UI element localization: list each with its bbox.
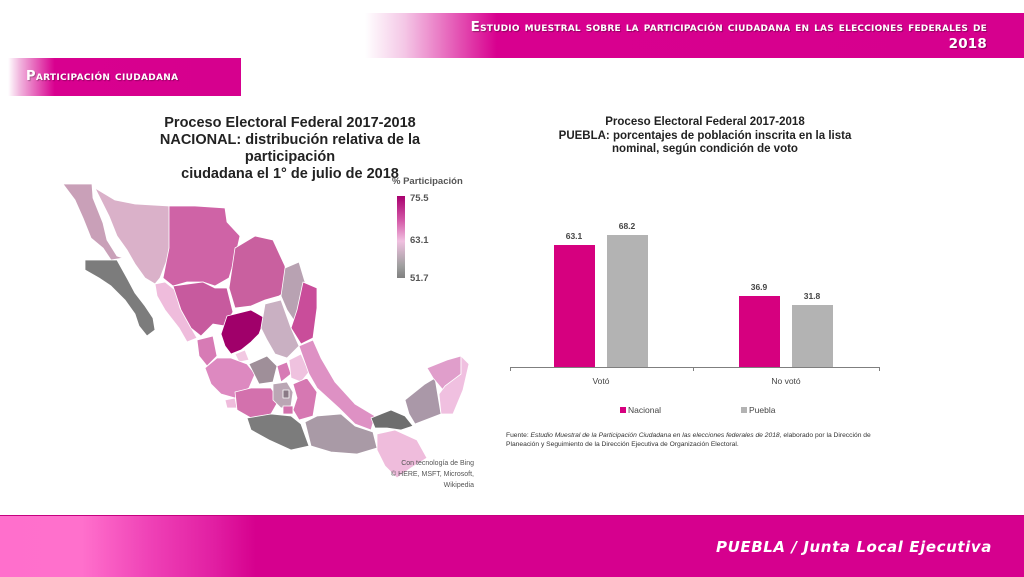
legend-label-nacional: Nacional bbox=[628, 405, 662, 415]
state-aguascalientes bbox=[234, 349, 250, 363]
bar-value-label: 36.9 bbox=[750, 282, 768, 292]
state-queretaro bbox=[276, 361, 292, 383]
map-title: Proceso Electoral Federal 2017-2018 NACI… bbox=[120, 115, 460, 183]
bar-nacional-voto bbox=[554, 245, 595, 367]
chart-title-line-3: nominal, según condición de voto bbox=[612, 143, 798, 155]
state-colima bbox=[224, 397, 238, 409]
map-credits: Con tecnología de Bing © HERE, MSFT, Mic… bbox=[362, 458, 474, 491]
state-nayarit bbox=[196, 335, 218, 367]
x-axis bbox=[510, 367, 880, 368]
chart-title-line-2: PUEBLA: porcentajes de población inscrit… bbox=[558, 129, 852, 142]
x-axis-tick bbox=[510, 368, 511, 371]
chart-title: Proceso Electoral Federal 2017-2018 PUEB… bbox=[530, 116, 880, 157]
source-title: Estudio Muestral de la Participación Ciu… bbox=[530, 432, 782, 439]
state-morelos bbox=[282, 405, 294, 415]
bar-puebla-no-voto bbox=[792, 305, 833, 367]
state-zacatecas bbox=[220, 309, 266, 355]
state-tabasco bbox=[370, 409, 414, 431]
map-title-line-1: Proceso Electoral Federal 2017-2018 bbox=[164, 115, 416, 131]
source-note: Fuente: Estudio Muestral de la Participa… bbox=[506, 431, 896, 449]
legend-item-puebla: Puebla bbox=[741, 405, 775, 415]
state-cdmx bbox=[282, 389, 290, 399]
map-legend-title: % Participación bbox=[392, 176, 463, 187]
bing-credit: Con tecnología de Bing bbox=[401, 460, 474, 467]
mexico-choropleth-map bbox=[62, 183, 470, 478]
map-legend-mid: 63.1 bbox=[410, 235, 429, 246]
bar-value-label: 31.8 bbox=[803, 291, 821, 301]
category-label-voto: Votó bbox=[592, 376, 610, 386]
category-label-no-voto: No votó bbox=[771, 376, 801, 386]
state-campeche bbox=[404, 377, 442, 425]
data-credit: © HERE, MSFT, Microsoft, Wikipedia bbox=[391, 471, 474, 489]
x-axis-tick bbox=[693, 368, 694, 371]
bar-chart-plot: 63.1 68.2 36.9 31.8 bbox=[510, 196, 880, 371]
bar-nacional-no-voto bbox=[739, 296, 780, 367]
map-title-line-3: ciudadana el 1° de julio de 2018 bbox=[181, 166, 399, 182]
state-san-luis-potosi bbox=[260, 299, 300, 359]
legend-label-puebla: Puebla bbox=[749, 405, 776, 415]
x-axis-tick bbox=[879, 368, 880, 371]
state-oaxaca bbox=[304, 413, 378, 455]
bar-value-label: 63.1 bbox=[565, 231, 583, 241]
state-baja-california bbox=[62, 183, 124, 261]
section-banner: Participación ciudadana bbox=[8, 58, 241, 96]
footer-label: PUEBLA / Junta Local Ejecutiva bbox=[716, 538, 992, 556]
map-legend-gradient bbox=[397, 196, 405, 278]
state-guanajuato bbox=[248, 355, 278, 385]
state-jalisco bbox=[204, 357, 256, 399]
state-chiapas bbox=[376, 429, 428, 478]
legend-swatch-nacional bbox=[620, 407, 626, 413]
state-coahuila bbox=[228, 235, 290, 309]
title-line-1: Estudio muestral sobre la participación … bbox=[470, 19, 987, 35]
state-puebla bbox=[292, 377, 318, 421]
legend-item-nacional: Nacional bbox=[620, 405, 661, 415]
map-legend-max: 75.5 bbox=[410, 193, 429, 204]
bar-puebla-voto bbox=[607, 235, 648, 367]
map-title-line-2: NACIONAL: distribución relativa de la pa… bbox=[159, 132, 421, 165]
source-prefix: Fuente: bbox=[506, 432, 531, 439]
chart-title-line-1: Proceso Electoral Federal 2017-2018 bbox=[605, 116, 805, 128]
bar-value-label: 68.2 bbox=[618, 221, 636, 231]
state-quintana-roo bbox=[438, 355, 470, 415]
title-line-2: 2018 bbox=[948, 36, 987, 52]
state-sinaloa bbox=[154, 281, 198, 343]
state-sonora bbox=[94, 187, 172, 285]
legend-swatch-puebla bbox=[741, 407, 747, 413]
source-details: elaborado por la Dirección de Planeación… bbox=[506, 432, 871, 448]
presentation-title: Estudio muestral sobre la participación … bbox=[387, 19, 987, 53]
state-tamaulipas bbox=[290, 281, 318, 345]
state-chihuahua bbox=[162, 205, 241, 287]
header-banner: Estudio muestral sobre la participación … bbox=[365, 13, 1024, 58]
state-guerrero bbox=[246, 413, 310, 451]
section-title: Participación ciudadana bbox=[26, 69, 179, 84]
map-legend-min: 51.7 bbox=[410, 273, 429, 284]
footer-banner: PUEBLA / Junta Local Ejecutiva bbox=[0, 515, 1024, 577]
state-michoacan bbox=[234, 387, 280, 419]
state-baja-california-sur bbox=[84, 259, 156, 337]
